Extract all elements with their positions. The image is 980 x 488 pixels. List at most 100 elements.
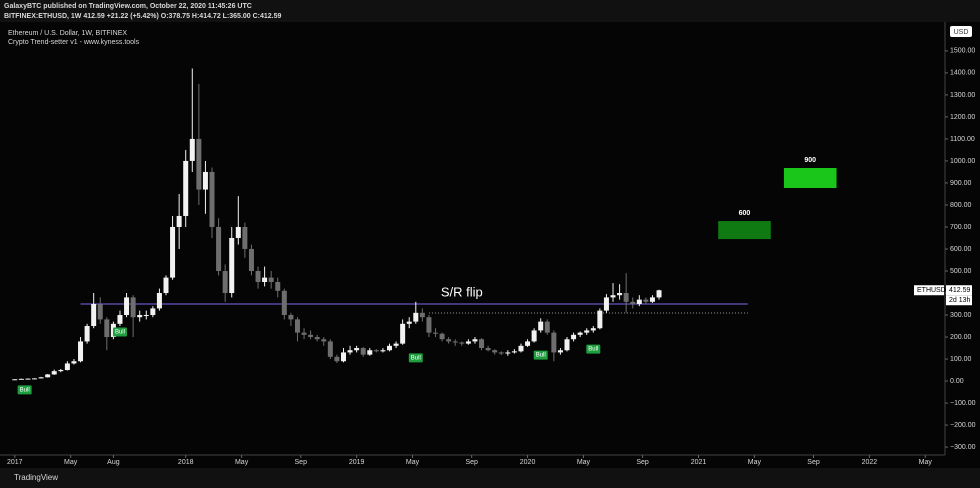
candle-body	[124, 297, 130, 316]
symbol-line: BITFINEX:ETHUSD, 1W 412.59 +21.22 (+5.42…	[4, 13, 282, 20]
candle-body	[617, 293, 623, 296]
candle-body	[91, 304, 97, 327]
currency-button[interactable]	[950, 26, 972, 37]
candle-body	[38, 377, 44, 379]
candle-body	[130, 297, 136, 318]
currency-label: USD	[954, 29, 969, 36]
target-zone	[783, 167, 837, 189]
candle-body	[170, 226, 176, 278]
candle-body	[242, 226, 248, 249]
candle-body	[511, 351, 517, 353]
candle-body	[301, 332, 307, 335]
y-tick-label: 300.00	[950, 312, 972, 319]
candle-body	[308, 334, 314, 338]
candle-body	[117, 315, 123, 324]
target-zone	[718, 221, 771, 240]
candle-body	[354, 348, 360, 351]
candle-body	[196, 138, 202, 190]
candle-body	[472, 339, 478, 342]
candle-body	[18, 378, 24, 380]
y-tick-label: 900.00	[950, 180, 972, 187]
candle-body	[610, 295, 616, 298]
signal-label: Bull	[411, 356, 421, 362]
y-tick-label: 1300.00	[950, 92, 975, 99]
candle-body	[275, 281, 281, 291]
x-tick-label: May	[577, 459, 591, 466]
candle-body	[281, 290, 287, 316]
y-tick-label: 1200.00	[950, 114, 975, 121]
candle-body	[25, 378, 31, 380]
y-tick-label: 0.00	[950, 378, 964, 385]
candle-body	[551, 332, 557, 353]
candle-body	[452, 341, 458, 343]
y-tick-label: 700.00	[950, 224, 972, 231]
candle-body	[137, 315, 143, 318]
footer-bar	[0, 468, 980, 488]
candle-body	[32, 378, 38, 380]
candle-body	[623, 293, 629, 302]
price-tag-countdown: 2d 13h	[949, 297, 971, 304]
x-tick-label: Sep	[465, 459, 478, 466]
x-tick-label: May	[235, 459, 249, 466]
candle-body	[71, 361, 77, 364]
candle-body	[176, 215, 182, 227]
signal-label: Bull	[115, 330, 125, 336]
candle-body	[78, 341, 84, 362]
price-tag-box	[946, 285, 972, 296]
candle-body	[104, 319, 110, 338]
x-tick-label: 2018	[178, 459, 194, 466]
candle-body	[505, 352, 511, 354]
y-tick-label: −100.00	[950, 400, 976, 407]
x-tick-label: Aug	[107, 459, 120, 466]
candle-body	[590, 328, 596, 331]
price-tag-value: 412.59	[949, 287, 971, 294]
candle-body	[538, 321, 544, 331]
y-tick-label: 500.00	[950, 268, 972, 275]
candle-body	[58, 370, 64, 372]
candle-body	[531, 330, 537, 342]
candle-body	[367, 350, 373, 355]
candle-body	[64, 363, 70, 371]
x-tick-label: May	[919, 459, 933, 466]
candle-body	[202, 171, 208, 190]
signal-label: Bull	[536, 353, 546, 359]
candle-body	[525, 341, 531, 346]
candle-body	[216, 226, 222, 271]
candle-body	[459, 342, 465, 344]
candle-body	[255, 270, 261, 282]
candle-body	[649, 297, 655, 302]
chart-subtitle: Crypto Trend-setter v1 - www.kyness.tool…	[8, 39, 140, 46]
candle-body	[209, 171, 215, 227]
candle-body	[636, 299, 642, 305]
candle-body	[314, 337, 320, 340]
candle-body	[45, 374, 51, 378]
signal-badge	[533, 350, 548, 360]
candle-body	[248, 248, 254, 271]
x-tick-label: 2017	[7, 459, 23, 466]
signal-badge	[586, 344, 601, 354]
candle-body	[656, 290, 662, 298]
candle-body	[498, 352, 504, 354]
x-tick-label: 2019	[349, 459, 365, 466]
x-tick-label: May	[64, 459, 78, 466]
candle-body	[294, 319, 300, 333]
signal-label: Bull	[20, 387, 30, 393]
signal-label: Bull	[588, 347, 598, 353]
x-tick-label: Sep	[636, 459, 649, 466]
annotation: S/R flip	[441, 284, 483, 299]
candle-body	[433, 332, 439, 334]
header-bar	[0, 0, 980, 22]
candle-body	[327, 341, 333, 357]
signal-badge	[408, 353, 423, 363]
candle-body	[485, 348, 491, 351]
signal-badge	[112, 327, 127, 337]
x-tick-label: 2021	[691, 459, 707, 466]
x-tick-label: 2022	[862, 459, 878, 466]
y-tick-label: 1100.00	[950, 136, 975, 143]
y-tick-label: −200.00	[950, 422, 976, 429]
zone-label: 900	[804, 157, 816, 164]
candle-body	[229, 237, 235, 294]
y-tick-label: 600.00	[950, 246, 972, 253]
y-tick-label: 1000.00	[950, 158, 975, 165]
